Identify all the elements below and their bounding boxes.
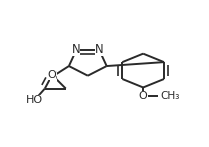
Text: HO: HO (26, 95, 43, 105)
Text: CH₃: CH₃ (160, 91, 180, 101)
Text: S: S (50, 70, 57, 83)
Text: N: N (72, 43, 80, 56)
Text: O: O (47, 70, 56, 80)
Text: O: O (139, 91, 148, 101)
Text: N: N (95, 43, 104, 56)
